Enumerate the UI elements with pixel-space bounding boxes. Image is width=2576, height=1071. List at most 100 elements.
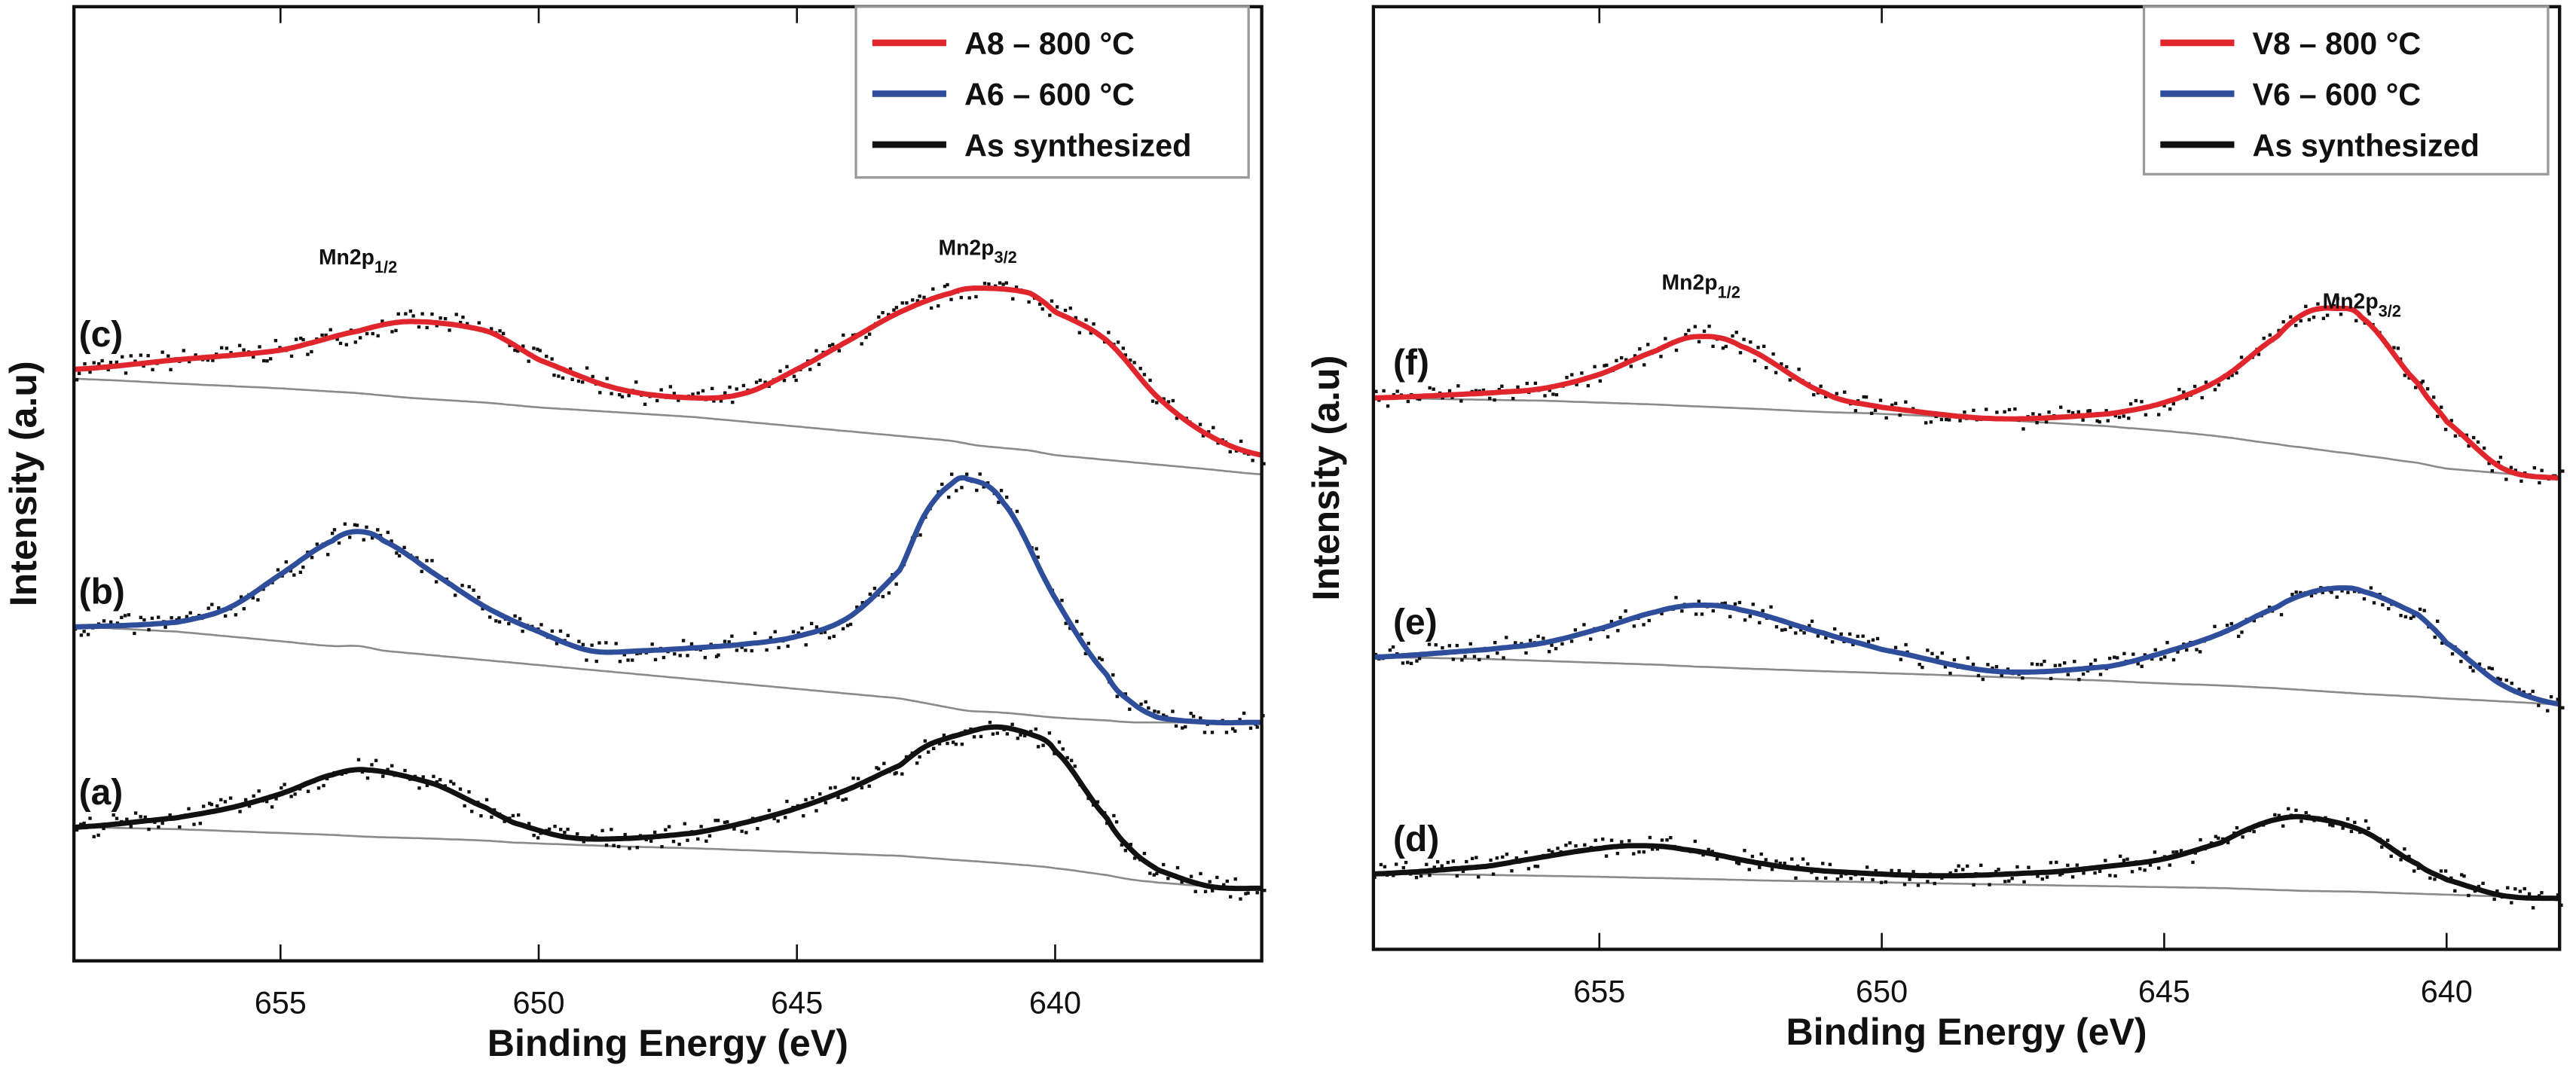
data-point (2130, 870, 2134, 874)
data-point (208, 801, 212, 805)
data-point (206, 358, 210, 362)
data-point (1873, 408, 1878, 413)
data-point (960, 742, 964, 746)
data-point (814, 809, 818, 813)
data-point (2464, 433, 2468, 437)
data-point (931, 287, 935, 291)
data-point (273, 338, 278, 343)
data-point (1948, 671, 1952, 676)
y-axis-label: Intensity (a.u) (2, 361, 44, 606)
data-point (497, 620, 502, 624)
data-point (2106, 419, 2110, 423)
data-point (1401, 661, 1405, 665)
data-point (2490, 468, 2494, 473)
data-point (999, 489, 1004, 493)
data-point (539, 623, 543, 627)
data-point (877, 315, 881, 319)
data-point (1199, 871, 1202, 876)
fit-line (1373, 305, 2560, 481)
data-point (946, 282, 949, 287)
data-point (1794, 876, 1798, 880)
data-point (2290, 593, 2294, 597)
data-point (133, 811, 138, 815)
data-point (420, 312, 424, 316)
data-point (133, 359, 137, 363)
data-point (2163, 655, 2167, 659)
data-point (201, 804, 206, 808)
data-point (1575, 383, 1578, 386)
data-point (2354, 319, 2358, 322)
data-point (484, 798, 489, 802)
data-point (558, 629, 563, 633)
data-point (1605, 363, 1609, 368)
data-point (1816, 634, 1820, 638)
data-point (160, 821, 164, 825)
data-point (1890, 403, 1894, 407)
data-point (1510, 869, 1514, 873)
data-point (1988, 883, 1991, 886)
data-point (1986, 663, 1990, 667)
data-point (362, 538, 365, 542)
data-point (2073, 660, 2076, 664)
data-point (1224, 731, 1229, 734)
data-point (844, 797, 848, 801)
data-point (842, 333, 845, 337)
data-point (1806, 862, 1810, 866)
peak-annotation: Mn2p1/2 (319, 246, 397, 276)
data-point (1386, 404, 1390, 408)
data-point (139, 815, 142, 819)
data-point (2214, 835, 2217, 838)
data-point (425, 783, 429, 788)
data-point (2066, 673, 2070, 676)
data-point (2204, 380, 2208, 384)
data-point (370, 763, 374, 767)
data-point (937, 304, 940, 308)
data-point (2281, 824, 2285, 828)
data-point (923, 739, 927, 743)
data-point (439, 316, 442, 320)
baseline-line (74, 625, 1262, 724)
data-point (343, 522, 347, 526)
data-point (905, 301, 909, 305)
data-point (2538, 481, 2541, 485)
data-point (1075, 619, 1079, 624)
data-point (1419, 874, 1423, 878)
data-point (1819, 384, 1823, 388)
data-point (1455, 643, 1459, 648)
data-point (206, 606, 210, 610)
data-point (1801, 857, 1805, 861)
data-point (2171, 850, 2175, 854)
data-point (892, 308, 896, 312)
data-point (209, 802, 214, 807)
data-point (395, 551, 399, 555)
data-point (1074, 316, 1077, 320)
data-point (1202, 731, 1207, 734)
data-point (301, 337, 305, 342)
data-point (139, 353, 143, 357)
data-point (900, 301, 904, 305)
data-point (1735, 861, 1739, 865)
data-point (1764, 858, 1768, 862)
data-point (2162, 404, 2166, 407)
data-point (590, 834, 594, 838)
data-point (280, 786, 283, 790)
data-point (1551, 392, 1555, 396)
data-point (1711, 609, 1715, 613)
data-point (242, 348, 246, 352)
data-point (2185, 648, 2189, 652)
data-point (2471, 435, 2476, 440)
data-point (460, 584, 464, 587)
data-point (823, 630, 827, 634)
data-point (1432, 387, 1435, 391)
data-point (982, 485, 985, 489)
data-point (1979, 863, 1983, 868)
data-point (1580, 371, 1584, 375)
data-point (649, 839, 653, 843)
data-point (723, 391, 727, 395)
data-point (1516, 385, 1520, 389)
data-point (2307, 318, 2312, 322)
data-point (516, 813, 521, 817)
x-tick-label: 645 (2138, 974, 2190, 1008)
data-point (513, 348, 517, 352)
data-point (1047, 731, 1052, 735)
